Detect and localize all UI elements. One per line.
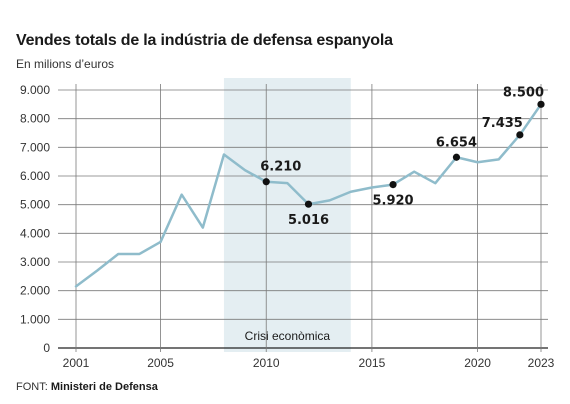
y-tick-label: 8.000	[20, 112, 50, 126]
data-point	[304, 200, 313, 208]
data-label: 6.210	[260, 160, 301, 175]
y-tick-label: 6.000	[20, 169, 50, 183]
y-tick-label: 5.000	[20, 198, 50, 212]
data-point	[389, 181, 397, 189]
annotated-points	[262, 100, 545, 208]
chart-subtitle: En milions d’euros	[16, 57, 115, 71]
y-axis-tick-labels: 0 1.000 2.000 3.000 4.000 5.000 6.000 7.000 8.00…	[20, 83, 50, 355]
x-tick-label: 2015	[359, 356, 386, 370]
data-point	[452, 153, 461, 161]
data-point	[516, 131, 524, 139]
y-tick-label: 7.000	[20, 140, 50, 154]
chart-title: Vendes totals de la indústria de defensa…	[16, 32, 393, 49]
source-name: Ministeri de Defensa	[50, 381, 158, 393]
data-point	[262, 178, 270, 186]
y-tick-label: 2.000	[20, 284, 50, 298]
data-label: 8.500	[503, 85, 544, 100]
x-tick-label: 2005	[147, 356, 174, 370]
y-tick-label: 9.000	[20, 83, 50, 97]
y-tick-label: 4.000	[20, 226, 50, 240]
data-label: 7.435	[482, 116, 523, 131]
crisis-period-band	[223, 78, 351, 352]
x-axis-tick-labels: 2001 2005 2010 2015 2020 2023	[63, 356, 555, 370]
y-tick-label: 1.000	[20, 312, 50, 326]
data-label: 5.016	[288, 213, 329, 228]
source-prefix: FONT:	[16, 381, 48, 393]
x-tick-label: 2023	[528, 356, 555, 370]
data-label: 6.654	[436, 135, 477, 150]
x-tick-label: 2020	[464, 356, 491, 370]
data-point	[537, 100, 545, 108]
gridlines	[58, 84, 548, 352]
crisis-period-label: Crisi econòmica	[245, 329, 331, 343]
y-tick-label: 0	[43, 341, 50, 355]
source-note: FONT: Ministeri de Defensa	[16, 381, 158, 393]
y-tick-label: 3.000	[20, 255, 50, 269]
data-labels: 6.210 5.016 5.920 6.654 7.435 8.500	[260, 85, 544, 228]
x-tick-label: 2010	[253, 356, 280, 370]
x-tick-label: 2001	[63, 356, 90, 370]
data-label: 5.920	[372, 194, 413, 209]
